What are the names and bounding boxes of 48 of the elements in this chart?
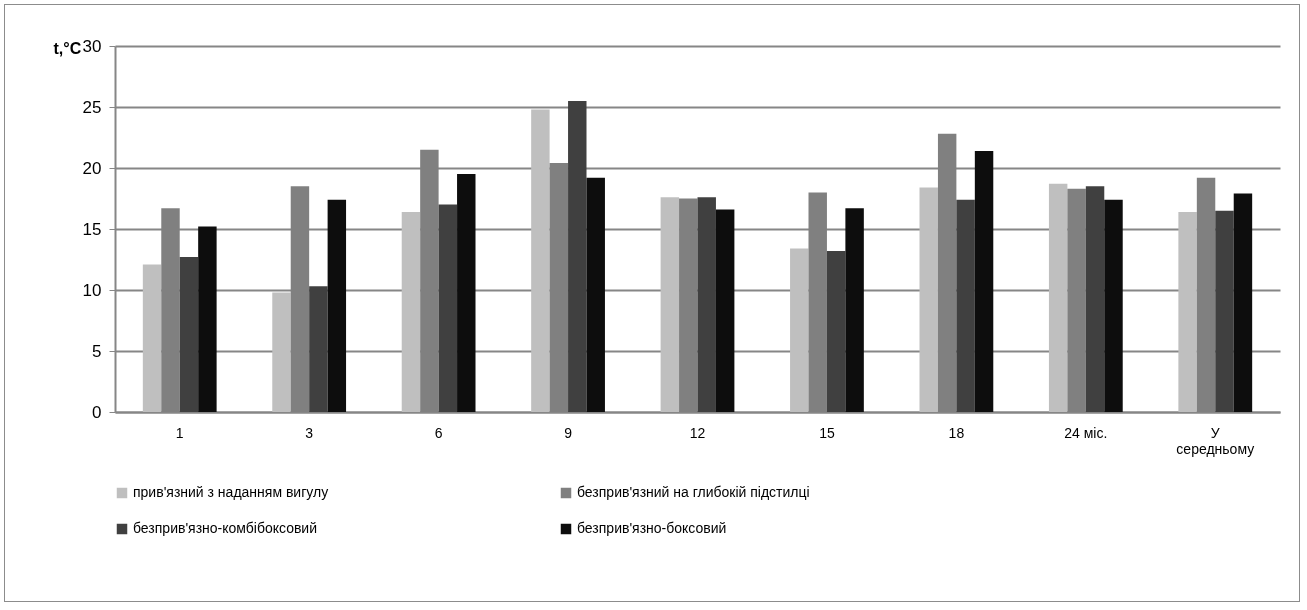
bar [309,286,328,412]
bar [1233,193,1253,412]
x-tick-label: 15 [819,424,835,441]
legend-label: прив'язний з наданням вигулу [133,484,329,500]
y-tick-label: 0 [92,402,102,422]
x-tick-label: 1 [175,424,184,441]
bar [956,199,975,412]
x-tick-label: 9 [564,424,573,441]
bar [1104,199,1123,412]
bar [179,257,199,412]
x-tick-label: 6 [434,424,443,441]
bar [790,248,809,412]
bar [697,197,716,412]
bar [401,211,421,412]
x-tick-label: 12 [689,424,706,441]
bar [457,174,476,412]
bar [919,187,938,412]
bar [198,226,217,412]
legend-label: безприв'язно-боксовий [577,520,727,536]
bar [1048,183,1068,412]
bar [974,150,994,412]
y-tick-label: 10 [82,280,102,300]
x-tick-label: 24 міс. [1064,424,1108,441]
x-tick-label: У середньому [1176,424,1255,457]
x-tick-label: 18 [948,424,965,441]
y-axis-title: t,°C [53,39,82,57]
bar [531,109,550,412]
bar [1215,210,1234,412]
x-tick-label: 3 [305,424,314,441]
y-tick-label: 30 [82,36,102,56]
legend-label: безприв'язно-комбібоксовий [133,520,318,536]
legend-label: безприв'язний на глибокій підстилці [577,484,810,500]
bar [660,197,680,412]
bar [272,292,291,412]
bar [586,177,605,412]
bar [438,204,458,412]
bar [1178,211,1197,412]
bar [142,264,162,412]
y-tick-label: 25 [82,97,102,117]
bar [826,250,846,412]
y-tick-label: 5 [92,341,102,361]
y-tick-label: 15 [82,219,102,239]
bar [568,100,587,412]
bar [327,199,347,412]
bar [845,208,864,412]
bar [1085,186,1105,412]
y-tick-label: 20 [82,158,102,178]
bar [715,209,735,412]
